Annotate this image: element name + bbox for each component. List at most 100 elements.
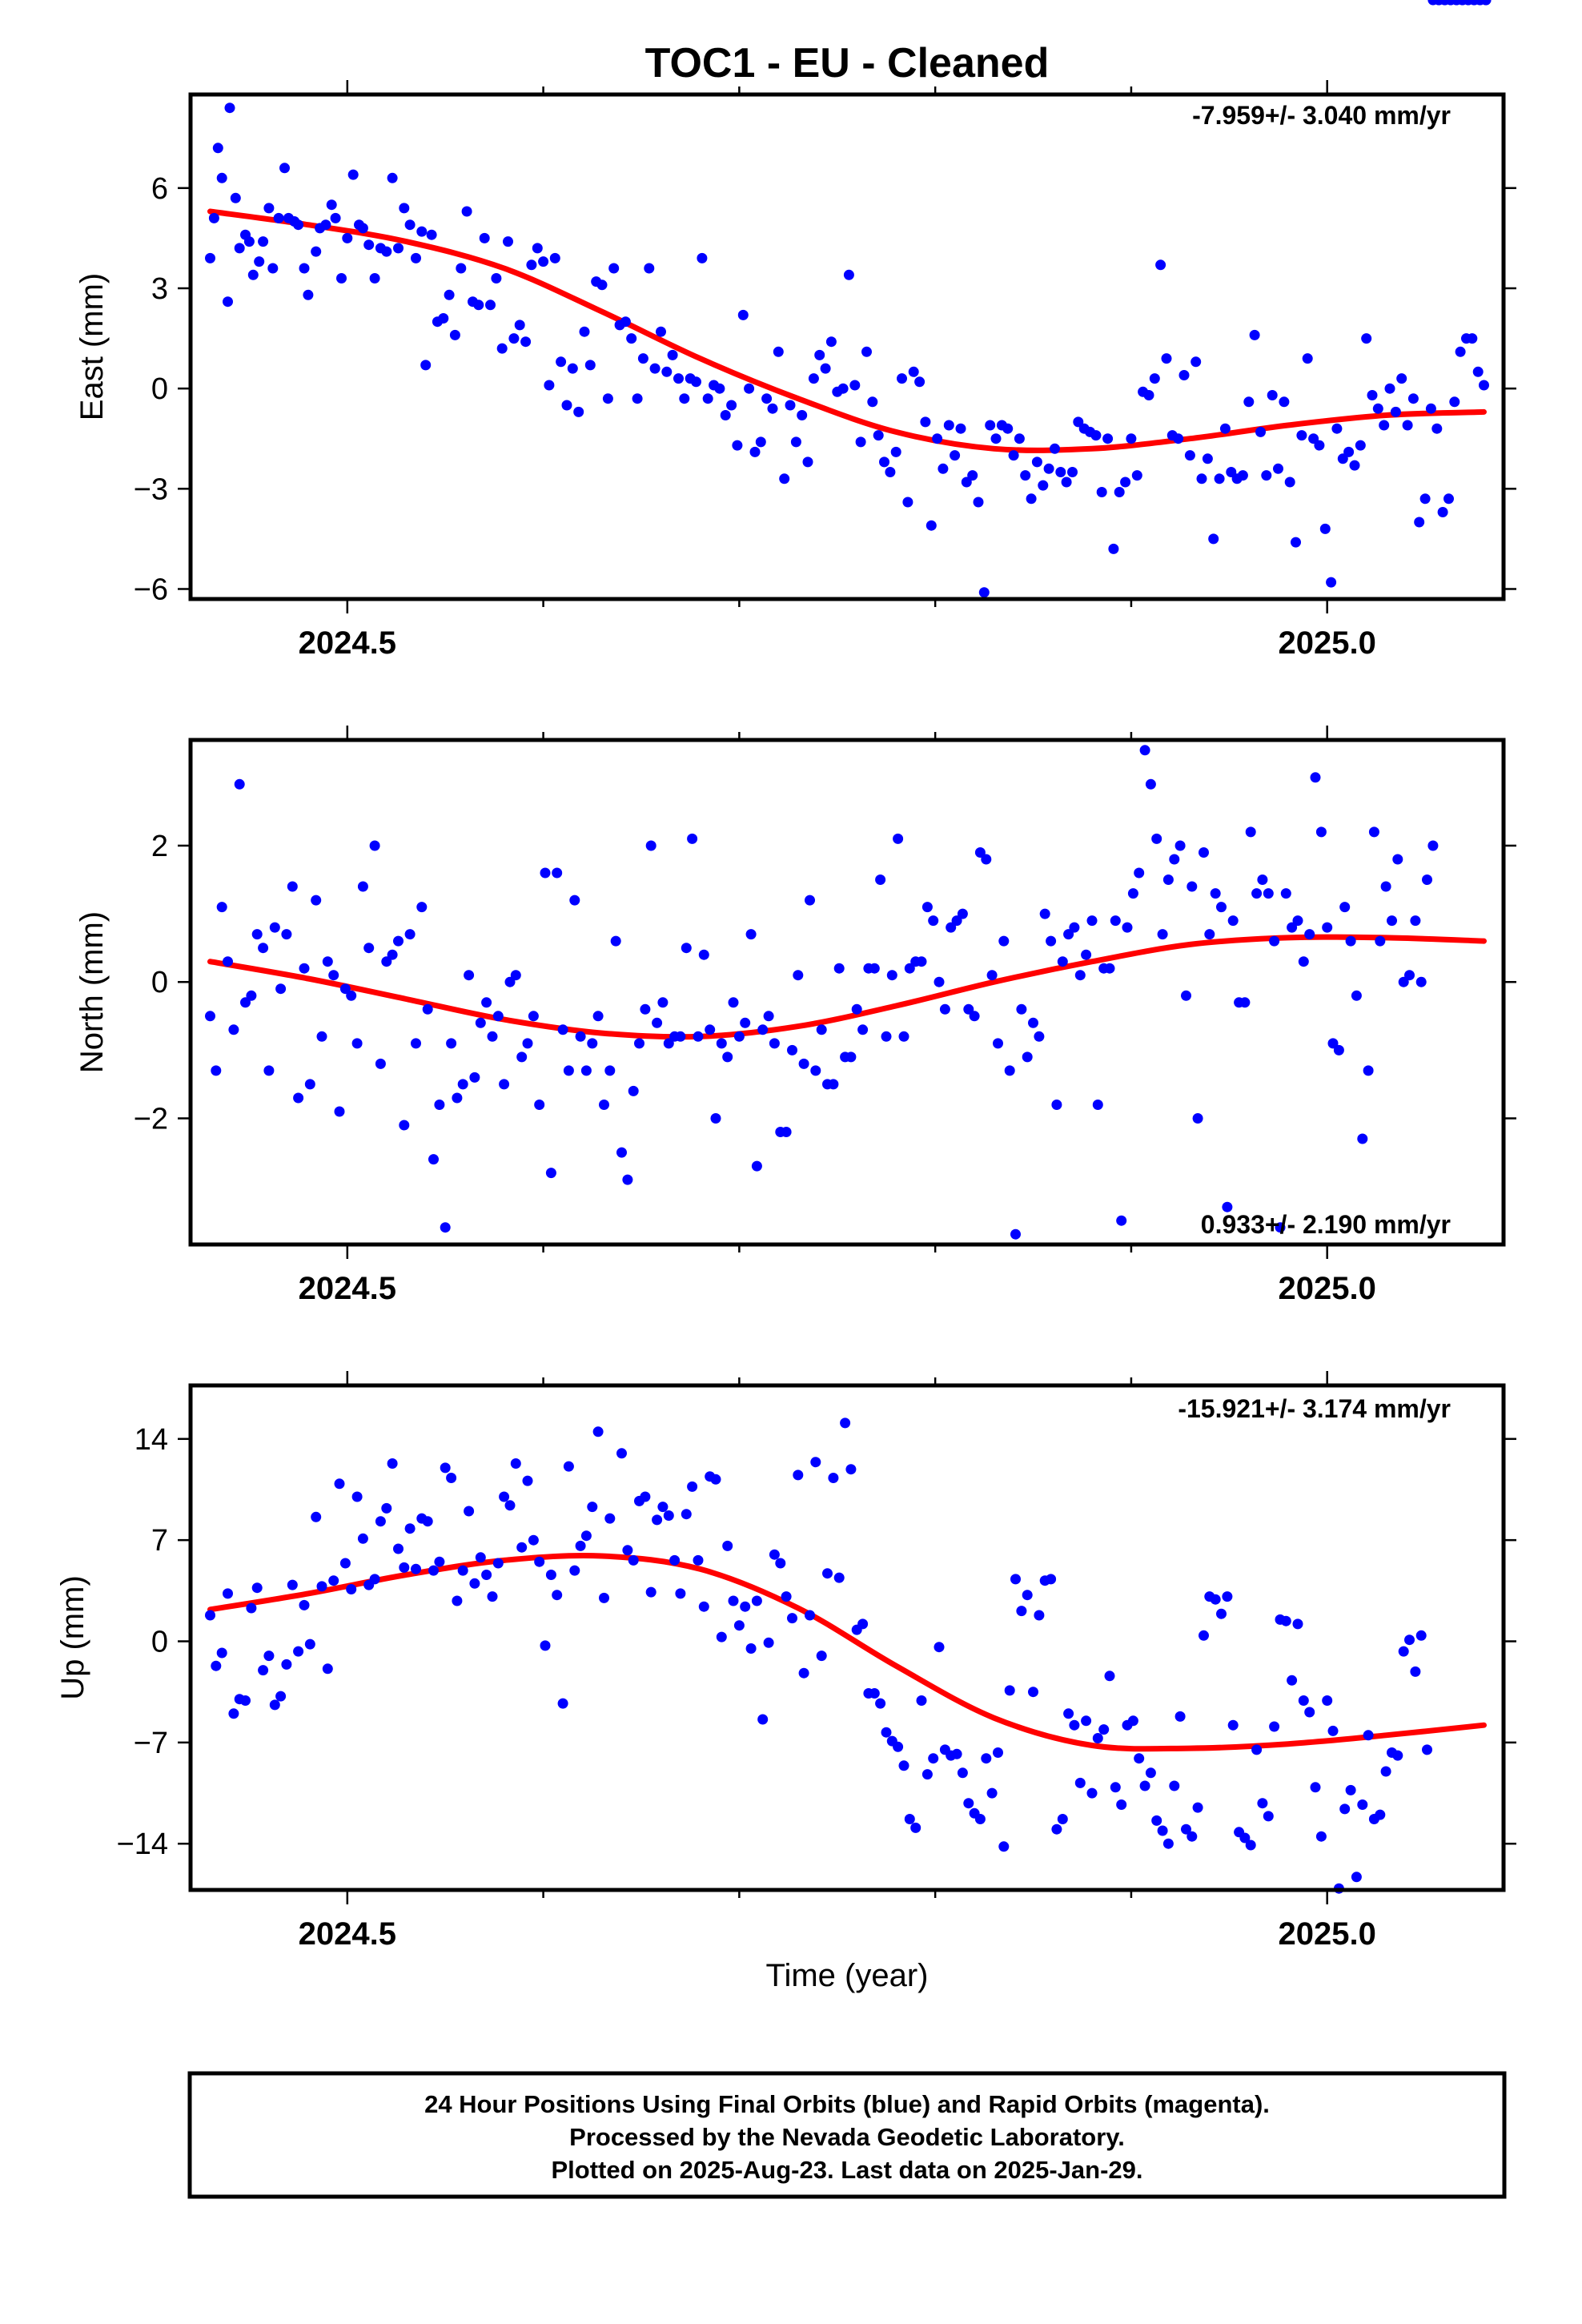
up-data-point bbox=[1034, 1610, 1045, 1621]
north-points-layer bbox=[205, 0, 1492, 1240]
north-data-point bbox=[228, 1024, 239, 1035]
up-data-point bbox=[446, 1473, 457, 1483]
north-data-point bbox=[693, 1031, 704, 1042]
up-data-point bbox=[810, 1457, 821, 1468]
east-data-point bbox=[1155, 259, 1166, 271]
up-data-point bbox=[1345, 1784, 1356, 1795]
east-data-point bbox=[843, 269, 854, 280]
east-data-point bbox=[932, 433, 943, 444]
north-data-point bbox=[657, 997, 669, 1008]
north-data-point bbox=[981, 854, 992, 865]
up-data-point bbox=[457, 1565, 468, 1576]
up-data-point bbox=[1004, 1685, 1015, 1696]
east-data-point bbox=[732, 440, 743, 451]
east-data-point bbox=[416, 226, 428, 237]
up-data-point bbox=[316, 1581, 327, 1592]
up-data-point bbox=[387, 1458, 398, 1469]
east-data-point bbox=[978, 587, 990, 598]
east-data-point bbox=[426, 229, 437, 240]
north-data-point bbox=[622, 1174, 633, 1185]
up-data-point bbox=[334, 1478, 345, 1490]
up-data-point bbox=[921, 1769, 933, 1780]
east-data-point bbox=[761, 393, 773, 404]
east-data-point bbox=[532, 243, 543, 254]
north-data-point bbox=[1222, 1201, 1233, 1212]
north-data-point bbox=[757, 1024, 769, 1035]
north-data-point bbox=[733, 1031, 745, 1042]
up-data-point bbox=[763, 1637, 774, 1648]
east-data-point bbox=[1149, 373, 1160, 384]
north-data-point bbox=[1069, 922, 1080, 933]
north-data-point bbox=[1310, 772, 1321, 783]
up-data-point bbox=[934, 1642, 945, 1653]
north-data-point bbox=[898, 1031, 909, 1042]
east-data-point bbox=[902, 497, 913, 508]
east-data-point bbox=[1096, 487, 1107, 497]
north-data-point bbox=[1110, 915, 1121, 927]
east-data-point bbox=[573, 406, 584, 417]
up-data-point bbox=[845, 1464, 857, 1475]
north-y-tick-label: −2 bbox=[134, 1103, 168, 1136]
up-data-point bbox=[251, 1582, 263, 1594]
east-data-point bbox=[773, 346, 784, 357]
east-data-point bbox=[849, 380, 861, 391]
up-data-point bbox=[986, 1787, 998, 1799]
east-data-point bbox=[879, 456, 889, 468]
north-data-point bbox=[246, 990, 257, 1001]
up-x-tick-label: 2025.0 bbox=[1279, 1916, 1376, 1952]
up-data-point bbox=[1375, 1809, 1386, 1820]
up-data-point bbox=[1292, 1618, 1303, 1630]
north-data-point bbox=[740, 1017, 751, 1028]
up-data-point bbox=[540, 1640, 551, 1651]
north-data-point bbox=[675, 1031, 686, 1042]
east-data-point bbox=[1108, 543, 1119, 554]
up-data-point bbox=[381, 1502, 392, 1514]
east-data-point bbox=[1184, 450, 1195, 461]
up-data-point bbox=[910, 1822, 921, 1833]
north-data-point bbox=[828, 1079, 839, 1090]
east-data-point bbox=[656, 326, 666, 337]
up-data-point bbox=[1092, 1733, 1103, 1743]
east-data-point bbox=[985, 420, 996, 431]
north-data-point bbox=[399, 1120, 410, 1131]
up-data-point bbox=[1063, 1708, 1074, 1719]
up-data-point bbox=[616, 1448, 627, 1459]
east-data-point bbox=[626, 333, 637, 344]
east-data-point bbox=[1431, 423, 1443, 434]
north-data-point bbox=[1063, 929, 1074, 940]
east-data-point bbox=[1402, 420, 1413, 431]
east-data-point bbox=[720, 410, 731, 420]
north-data-point bbox=[1410, 915, 1421, 927]
east-data-point bbox=[411, 252, 421, 263]
north-data-point bbox=[1251, 888, 1263, 899]
north-data-point bbox=[510, 970, 521, 981]
east-data-point bbox=[279, 163, 290, 174]
east-data-point bbox=[726, 400, 737, 411]
north-data-point bbox=[1116, 1215, 1127, 1226]
north-data-point bbox=[1351, 990, 1362, 1001]
east-data-point bbox=[393, 243, 404, 254]
up-data-point bbox=[492, 1558, 504, 1569]
north-data-point bbox=[1081, 949, 1092, 960]
north-data-point bbox=[1181, 990, 1191, 1001]
north-data-point bbox=[580, 1065, 592, 1076]
east-data-point bbox=[897, 373, 907, 384]
up-data-point bbox=[1199, 1630, 1209, 1641]
north-data-point bbox=[504, 976, 516, 987]
east-data-point bbox=[1296, 430, 1307, 441]
east-data-point bbox=[420, 360, 432, 371]
up-data-point bbox=[1016, 1606, 1027, 1617]
up-data-point bbox=[1046, 1574, 1057, 1585]
north-data-point bbox=[1375, 935, 1386, 947]
north-data-point bbox=[745, 929, 757, 940]
east-y-tick-label: 6 bbox=[151, 172, 168, 206]
north-data-point bbox=[1186, 881, 1198, 892]
up-data-point bbox=[793, 1470, 804, 1481]
east-data-point bbox=[230, 192, 241, 203]
up-data-point bbox=[675, 1588, 686, 1599]
up-data-point bbox=[1315, 1831, 1327, 1842]
up-x-tick-label: 2024.5 bbox=[299, 1916, 396, 1952]
north-data-point bbox=[304, 1079, 315, 1090]
east-data-point bbox=[544, 380, 555, 391]
east-data-point bbox=[520, 336, 532, 348]
